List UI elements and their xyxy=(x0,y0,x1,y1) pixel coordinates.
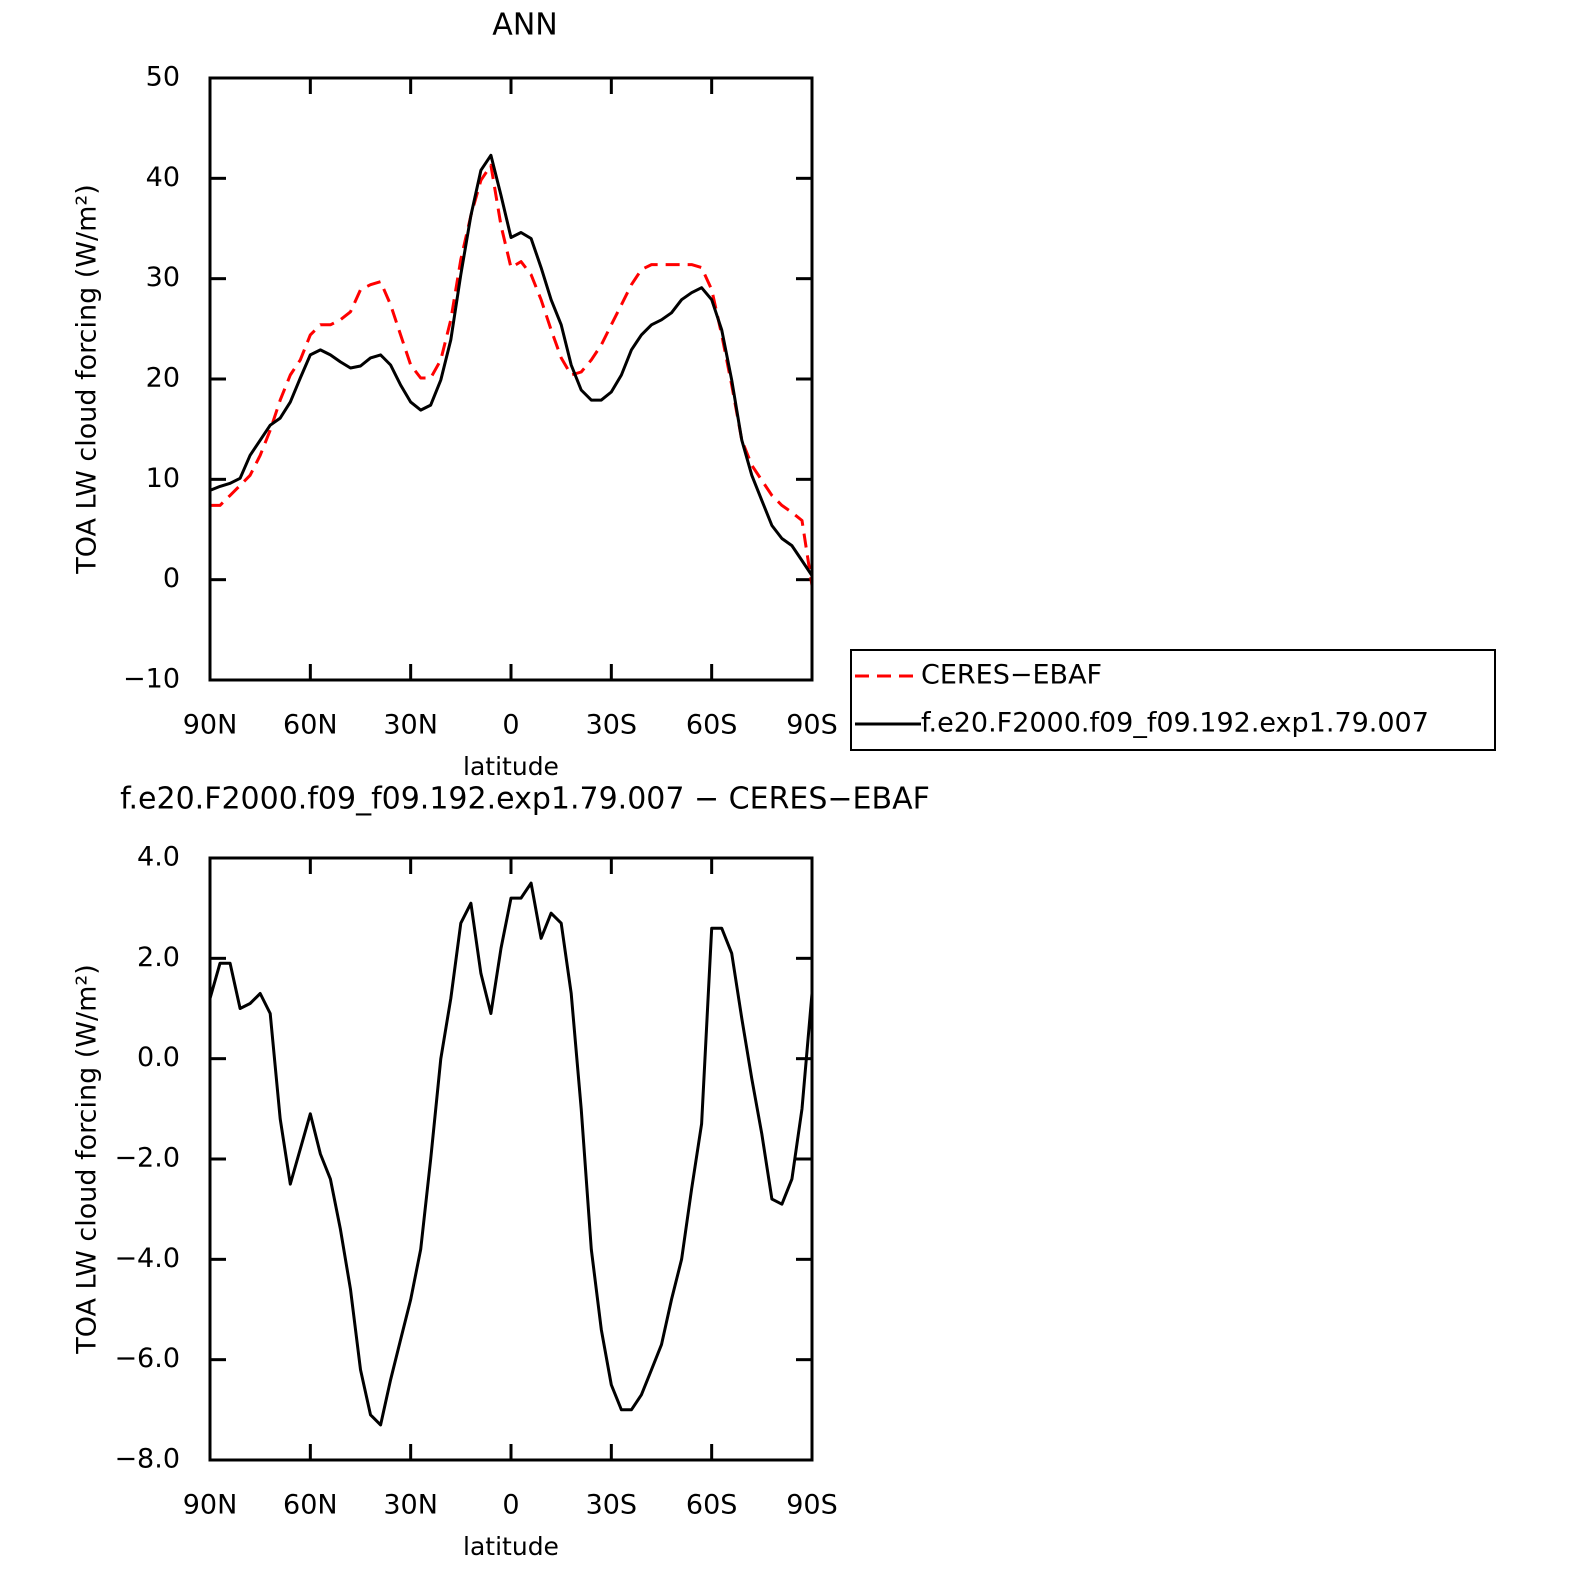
chart-title: f.e20.F2000.f09_f09.192.exp1.79.007 − CE… xyxy=(120,782,930,817)
x-tick-label: 60N xyxy=(283,1490,338,1521)
x-tick-label: 90S xyxy=(786,1490,838,1521)
x-tick-label: 0 xyxy=(502,1490,519,1521)
y-tick-label: −8.0 xyxy=(114,1444,180,1475)
x-tick-label: 90N xyxy=(183,710,238,741)
legend-label: f.e20.F2000.f09_f09.192.exp1.79.007 xyxy=(921,708,1429,739)
plot-frame xyxy=(208,76,814,682)
y-axis-label: TOA LW cloud forcing (W/m²) xyxy=(72,964,103,1355)
plot-frame xyxy=(208,856,814,1462)
chart-title: ANN xyxy=(492,8,557,43)
x-tick-label: 60N xyxy=(283,710,338,741)
x-tick-label: 30N xyxy=(383,1490,438,1521)
y-tick-label: −4.0 xyxy=(114,1243,180,1274)
y-tick-label: −6.0 xyxy=(114,1343,180,1374)
y-tick-label: 10 xyxy=(146,463,180,494)
y-tick-label: 50 xyxy=(146,62,180,93)
data-line xyxy=(209,153,814,577)
data-line xyxy=(210,163,814,586)
y-tick-label: 0.0 xyxy=(137,1042,180,1073)
legend-label: CERES−EBAF xyxy=(921,660,1102,691)
y-tick-label: −10 xyxy=(123,664,180,695)
legend-box xyxy=(850,649,1496,751)
y-tick-label: −2.0 xyxy=(114,1143,180,1174)
x-tick-label: 0 xyxy=(502,710,519,741)
y-tick-label: 4.0 xyxy=(137,842,180,873)
x-tick-label: 30N xyxy=(383,710,438,741)
y-tick-label: 30 xyxy=(146,262,180,293)
x-tick-label: 90N xyxy=(183,1490,238,1521)
x-tick-label: 60S xyxy=(686,1490,738,1521)
x-tick-label: 90S xyxy=(786,710,838,741)
x-axis-label: latitude xyxy=(463,752,559,781)
y-tick-label: 0 xyxy=(163,563,180,594)
y-axis-label: TOA LW cloud forcing (W/m²) xyxy=(72,184,103,575)
y-tick-label: 40 xyxy=(146,162,180,193)
y-tick-label: 2.0 xyxy=(137,942,180,973)
data-line xyxy=(208,881,814,1427)
x-tick-label: 30S xyxy=(586,1490,638,1521)
x-tick-label: 30S xyxy=(586,710,638,741)
x-axis-label: latitude xyxy=(463,1532,559,1561)
y-tick-label: 20 xyxy=(146,363,180,394)
x-tick-label: 60S xyxy=(686,710,738,741)
